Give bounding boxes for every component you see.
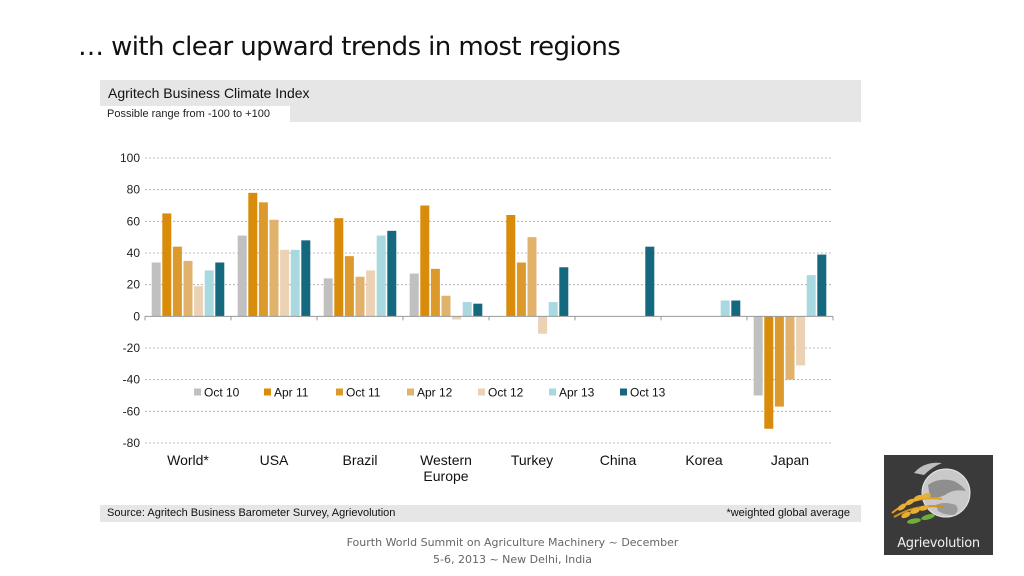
y-tick-label: 100: [120, 151, 140, 165]
legend-box: [180, 380, 680, 405]
y-tick-label: 40: [127, 246, 141, 260]
y-tick-label: -40: [123, 373, 141, 387]
footnote-text: *weighted global average: [726, 507, 850, 519]
bar: [785, 316, 795, 380]
bar: [376, 235, 386, 317]
bar: [506, 215, 516, 317]
bar: [183, 260, 193, 317]
bar: [527, 237, 537, 317]
bar: [420, 205, 430, 317]
bar: [151, 262, 161, 317]
x-tick-label: Western Europe: [420, 452, 472, 484]
bar: [258, 202, 268, 317]
bar: [355, 276, 365, 317]
bar: [280, 249, 290, 317]
bar: [334, 218, 344, 317]
bar: [172, 246, 182, 317]
bar: [806, 275, 816, 317]
bar: [731, 300, 741, 317]
legend-label: Apr 13: [559, 386, 595, 400]
slide-title: … with clear upward trends in most regio…: [78, 32, 621, 62]
y-tick-label: -20: [123, 341, 141, 355]
bar-chart: 100 80 60 40 20 0 -20 -40 -60 -80 World* USA Brazil W…: [120, 151, 834, 484]
event-footer-text: Fourth World Summit on Agriculture Machi…: [346, 536, 679, 566]
bar: [753, 316, 763, 396]
bar: [248, 192, 258, 317]
legend-swatch: [549, 388, 556, 396]
logo-text: Agrievolution: [897, 536, 980, 551]
legend-label: Apr 12: [417, 386, 453, 400]
y-tick-label: 80: [127, 183, 141, 197]
bar: [441, 295, 451, 317]
legend-swatch: [407, 388, 414, 396]
y-tick-label: 0: [133, 309, 140, 323]
x-tick-label: USA: [260, 452, 289, 468]
bar: [409, 273, 419, 317]
bar: [645, 246, 655, 317]
bar: [344, 256, 354, 317]
bar: [764, 316, 774, 429]
legend-swatch: [264, 388, 271, 396]
bar: [796, 316, 806, 366]
source-text: Source: Agritech Business Barometer Surv…: [107, 507, 396, 519]
x-tick-label: China: [600, 452, 637, 468]
y-tick-label: 60: [127, 214, 141, 228]
chart-title: Agritech Business Climate Index: [108, 85, 310, 101]
bar: [194, 286, 204, 317]
agrievolution-logo: Agrievolution: [884, 455, 993, 555]
y-tick-label: -80: [123, 436, 141, 450]
bar: [462, 302, 472, 317]
bar: [204, 270, 214, 317]
x-tick-label: Brazil: [342, 452, 377, 468]
bar: [290, 249, 300, 317]
legend-swatch: [620, 388, 627, 396]
bar: [215, 262, 225, 317]
legend-swatch: [336, 388, 343, 396]
bar: [774, 316, 784, 407]
bar: [538, 316, 548, 334]
chart-subtitle-box: Possible range from -100 to +100: [100, 106, 290, 122]
bar: [720, 300, 730, 317]
legend-swatch: [478, 388, 485, 396]
bar: [817, 254, 827, 317]
bar: [516, 262, 526, 317]
legend-label: Oct 11: [346, 386, 381, 400]
bar: [301, 240, 311, 317]
bar: [548, 302, 558, 317]
chart-footer: Source: Agritech Business Barometer Surv…: [100, 505, 861, 522]
bar: [162, 213, 172, 317]
y-tick-label: -60: [123, 404, 141, 418]
bar: [237, 235, 247, 317]
legend-label: Apr 11: [274, 386, 309, 400]
y-tick-label: 20: [127, 278, 141, 292]
bar: [559, 267, 569, 317]
chart-subtitle: Possible range from -100 to +100: [107, 108, 270, 120]
x-tick-label: Turkey: [511, 452, 553, 468]
bar: [473, 303, 483, 317]
globe-wheat-logo-icon: [891, 462, 971, 524]
bar: [452, 316, 462, 320]
bar: [366, 270, 376, 317]
bar: [430, 268, 440, 317]
x-tick-label: Japan: [771, 452, 809, 468]
legend-label: Oct 12: [488, 386, 524, 400]
x-tick-label: Korea: [685, 452, 723, 468]
legend-label: Oct 10: [204, 386, 240, 400]
bar: [269, 219, 279, 317]
legend-label: Oct 13: [630, 386, 666, 400]
legend-swatch: [194, 388, 201, 396]
x-tick-label: World*: [167, 452, 209, 468]
bar: [323, 278, 333, 317]
bar: [387, 230, 397, 317]
